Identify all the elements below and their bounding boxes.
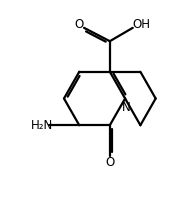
Text: N: N: [122, 101, 130, 114]
Text: OH: OH: [132, 19, 150, 32]
Text: O: O: [75, 19, 84, 32]
Text: H₂N: H₂N: [31, 119, 53, 132]
Text: O: O: [105, 156, 114, 169]
